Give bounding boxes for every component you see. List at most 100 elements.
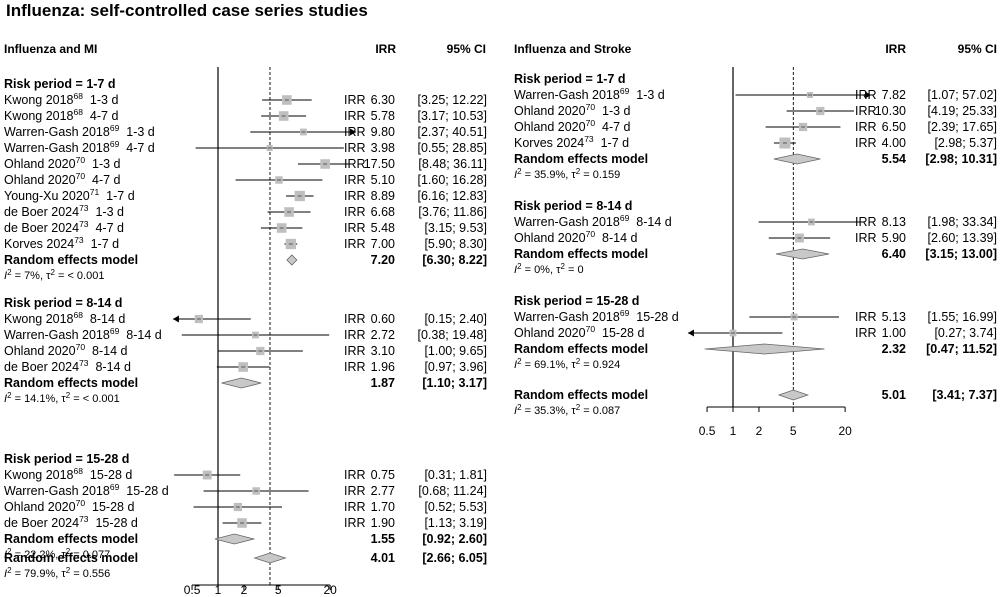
risk-window: 1-3 d [89, 205, 124, 219]
measure-label: IRR [344, 93, 366, 107]
risk-window: 1-7 d [594, 136, 629, 150]
ci-arrow-left [172, 315, 179, 323]
heterogeneity-label: I2 = 69.1%, τ2 = 0.924 [514, 357, 620, 371]
reference-superscript: 69 [110, 139, 120, 149]
study-name: Kwong 2018 [4, 312, 74, 326]
risk-window: 8-14 d [119, 328, 161, 342]
study-name: Warren-Gash 2018 [4, 328, 110, 342]
study-label: Ohland 202070 4-7 d [514, 118, 631, 134]
x-tick-label: 5 [275, 583, 282, 597]
ci-value: [2.98; 5.37] [934, 136, 997, 150]
x-tick-label: 1 [730, 424, 737, 438]
risk-window: 8-14 d [89, 360, 131, 374]
ci-arrow-right [350, 128, 357, 136]
x-tick-label: 1 [215, 583, 222, 597]
measure-label: IRR [344, 141, 366, 155]
reference-superscript: 73 [74, 235, 84, 245]
forest-panel: 0.5 1 2 5 20 [172, 67, 357, 597]
pooled-diamond [773, 153, 821, 165]
risk-period-heading: Risk period = 8-14 d [514, 199, 632, 213]
study-name: Ohland 2020 [514, 120, 586, 134]
pooled-label: Random effects model [514, 342, 648, 356]
ci-value: [5.90; 8.30] [424, 237, 487, 251]
risk-window: 8-14 d [83, 312, 125, 326]
risk-window: 15-28 d [119, 484, 168, 498]
pooled-label: Random effects model [4, 253, 138, 267]
risk-window: 1-3 d [595, 104, 630, 118]
study-name: Warren-Gash 2018 [4, 484, 110, 498]
overall-estimate: 5.01 [882, 388, 906, 402]
reference-superscript: 73 [79, 514, 89, 524]
study-label: Warren-Gash 201869 8-14 d [4, 326, 162, 342]
reference-superscript: 69 [110, 326, 120, 336]
pooled-diamond [214, 533, 256, 545]
study-label: Ohland 202070 15-28 d [4, 498, 134, 514]
study-label: Warren-Gash 201869 1-3 d [514, 86, 665, 102]
study-label: Ohland 202070 8-14 d [514, 229, 637, 245]
study-label: Warren-Gash 201869 15-28 d [4, 482, 169, 498]
study-name: Warren-Gash 2018 [514, 215, 620, 229]
risk-period-heading: Risk period = 15-28 d [4, 452, 129, 466]
study-label: Young-Xu 202071 1-7 d [4, 187, 135, 203]
estimate-value: 2.72 [371, 328, 395, 342]
study-label: Kwong 201868 15-28 d [4, 466, 132, 482]
ci-value: [0.31; 1.81] [424, 468, 487, 482]
overall-estimate: 4.01 [371, 551, 395, 565]
pooled-estimate: 1.55 [371, 532, 395, 546]
ci-column-header: 95% CI [447, 42, 486, 56]
estimate-value: 0.60 [371, 312, 395, 326]
x-tick-label: 2 [756, 424, 763, 438]
panel-title: Influenza and MI [4, 42, 97, 56]
ci-value: [1.60; 16.28] [417, 173, 487, 187]
reference-superscript: 68 [74, 466, 84, 476]
heterogeneity-label: I2 = 35.3%, τ2 = 0.087 [514, 403, 620, 417]
measure-column-header: IRR [885, 42, 906, 56]
estimate-value: 1.00 [882, 326, 906, 340]
x-tick-label: 0.5 [184, 583, 201, 597]
reference-superscript: 70 [76, 498, 86, 508]
estimate-value: 5.78 [371, 109, 395, 123]
risk-window: 15-28 d [83, 468, 132, 482]
estimate-value: 10.30 [875, 104, 906, 118]
ci-value: [3.17; 10.53] [417, 109, 487, 123]
reference-superscript: 68 [74, 310, 84, 320]
heterogeneity-label: I2 = 0%, τ2 = 0 [514, 262, 584, 276]
x-tick-label: 0.5 [699, 424, 716, 438]
reference-superscript: 68 [74, 107, 84, 117]
pooled-estimate: 1.87 [371, 376, 395, 390]
study-label: de Boer 202473 1-3 d [4, 203, 124, 219]
study-label: Warren-Gash 201869 4-7 d [4, 139, 155, 155]
measure-label: IRR [855, 136, 877, 150]
ci-value: [8.48; 36.11] [418, 157, 487, 171]
ci-value: [0.52; 5.53] [424, 500, 487, 514]
measure-label: IRR [855, 215, 877, 229]
study-name: Ohland 2020 [4, 344, 76, 358]
reference-superscript: 69 [110, 123, 120, 133]
study-label: Kwong 201868 1-3 d [4, 91, 118, 107]
study-name: Warren-Gash 2018 [514, 88, 620, 102]
pooled-estimate: 6.40 [882, 247, 906, 261]
estimate-value: 9.80 [371, 125, 395, 139]
measure-label: IRR [855, 310, 877, 324]
study-name: Korves 2024 [4, 237, 74, 251]
study-label: Warren-Gash 201869 8-14 d [514, 213, 672, 229]
risk-period-heading: Risk period = 1-7 d [4, 77, 116, 91]
risk-window: 1-3 d [119, 125, 154, 139]
pooled-ci: [0.92; 2.60] [422, 532, 487, 546]
risk-window: 15-28 d [595, 326, 644, 340]
measure-label: IRR [344, 189, 366, 203]
ci-value: [2.39; 17.65] [927, 120, 997, 134]
risk-window: 1-7 d [84, 237, 119, 251]
study-label: Ohland 202070 15-28 d [514, 324, 644, 340]
pooled-ci: [3.15; 13.00] [925, 247, 997, 261]
measure-label: IRR [344, 237, 366, 251]
measure-column-header: IRR [375, 42, 396, 56]
estimate-value: 8.13 [882, 215, 906, 229]
measure-label: IRR [344, 468, 366, 482]
measure-label: IRR [344, 516, 366, 530]
heterogeneity-label: I2 = 7%, τ2 = < 0.001 [4, 268, 104, 282]
ci-value: [0.27; 3.74] [934, 326, 997, 340]
study-name: Warren-Gash 2018 [4, 125, 110, 139]
study-name: de Boer 2024 [4, 516, 79, 530]
reference-superscript: 68 [74, 91, 84, 101]
